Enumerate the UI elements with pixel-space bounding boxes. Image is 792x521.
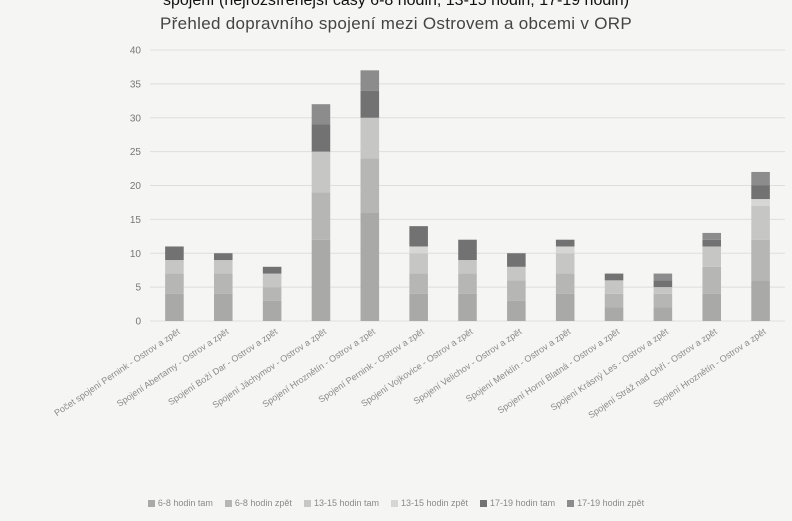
y-axis: 0 5 10 15 20 25 30 35 40 [130, 46, 142, 328]
legend-swatch [224, 499, 232, 507]
bar-segment [311, 192, 331, 240]
bars [165, 70, 770, 321]
bar-segment [702, 293, 722, 321]
bar-segment [165, 260, 184, 274]
bar-segment [653, 273, 673, 281]
bar-segment [555, 239, 575, 247]
y-tick-label: 5 [135, 283, 141, 294]
bar-segment [409, 293, 428, 321]
bar-segment [311, 151, 331, 193]
legend-swatch [303, 499, 311, 507]
bar-segment [360, 158, 380, 213]
bar-segment [262, 287, 282, 301]
bar-segment [213, 253, 233, 261]
legend-swatch [390, 499, 398, 507]
bar-segment [751, 239, 770, 281]
bar-segment [262, 300, 282, 321]
bar-segment [360, 90, 380, 118]
bar-segment [653, 307, 673, 321]
legend: 6-8 hodin tam 6-8 hodin zpět 13-15 hodin t… [0, 498, 792, 508]
bar-segment [458, 293, 477, 321]
legend-item: 13-15 hodin tam [303, 498, 379, 508]
bar-segment [311, 104, 331, 125]
bar-segment [751, 205, 770, 240]
bar-segment [702, 232, 722, 240]
bar-segment [604, 293, 624, 308]
bar-segment [555, 293, 575, 321]
y-tick-label: 20 [130, 181, 142, 192]
bar-segment [360, 70, 380, 91]
bar-segment [507, 300, 526, 321]
y-tick-label: 15 [130, 215, 142, 226]
bar-segment [751, 185, 770, 200]
bar-segment [165, 246, 184, 261]
chart-title: Přehled dopravního spojení mezi Ostrovem… [160, 14, 632, 33]
bar-segment [165, 273, 184, 294]
bar-segment [409, 253, 428, 274]
y-tick-label: 30 [130, 113, 142, 124]
bar-segment [604, 307, 624, 321]
bar-segment [165, 293, 184, 321]
bar-segment [555, 246, 575, 254]
y-tick-label: 25 [130, 147, 142, 158]
bar-segment [555, 273, 575, 294]
bar-segment [604, 273, 624, 281]
bar-segment [458, 239, 477, 261]
y-tick-label: 10 [130, 249, 142, 260]
bar-segment [262, 273, 282, 288]
bar-segment [507, 280, 526, 301]
legend-item: 17-19 hodin tam [480, 498, 555, 508]
bar-segment [702, 246, 722, 267]
bar-segment [751, 280, 770, 321]
bar-segment [213, 293, 233, 321]
bar-segment [604, 280, 624, 294]
bar-segment [262, 266, 282, 274]
bar-segment [507, 266, 526, 281]
bar-segment [213, 260, 233, 274]
bar-segment [409, 273, 428, 294]
bar-segment [409, 226, 428, 247]
bar-segment [751, 171, 770, 186]
bar-segment [458, 260, 477, 274]
bar-segment [507, 253, 526, 267]
legend-swatch [147, 499, 155, 507]
legend-item: 17-19 hodin zpět [567, 498, 644, 508]
legend-label: 13-15 hodin tam [313, 498, 379, 508]
bar-segment [555, 253, 575, 274]
bar-segment [702, 266, 722, 294]
x-axis: Počet spojení Pernink - Ostrov a zpětSpo… [52, 326, 768, 420]
bar-segment [360, 117, 380, 159]
bar-segment [213, 273, 233, 294]
bar-segment [409, 246, 428, 254]
legend-swatch [567, 499, 575, 507]
legend-label: 6-8 hodin zpět [234, 498, 292, 508]
legend-label: 17-19 hodin tam [490, 498, 556, 508]
bar-segment [458, 273, 477, 294]
y-tick-label: 35 [130, 79, 142, 90]
legend-swatch [480, 499, 488, 507]
legend-label: 17-19 hodin zpět [577, 498, 645, 508]
chart-headline: spojení (nejrozšířenější časy 6-8 hodin,… [162, 0, 630, 9]
y-tick-label: 0 [135, 317, 141, 328]
bar-segment [702, 239, 722, 247]
legend-item: 6-8 hodin tam [147, 498, 213, 508]
bar-segment [751, 199, 770, 206]
bar-segment [311, 239, 331, 321]
bar-segment [311, 124, 331, 152]
legend-label: 13-15 hodin zpět [400, 498, 469, 508]
bar-segment [653, 293, 673, 308]
bar-segment [360, 212, 380, 321]
legend-item: 6-8 hodin zpět [224, 498, 292, 508]
legend-label: 6-8 hodin tam [157, 498, 213, 508]
legend-item: 13-15 hodin zpět [390, 498, 469, 508]
y-tick-label: 40 [130, 46, 142, 57]
bar-segment [653, 280, 673, 288]
bar-segment [653, 287, 673, 294]
